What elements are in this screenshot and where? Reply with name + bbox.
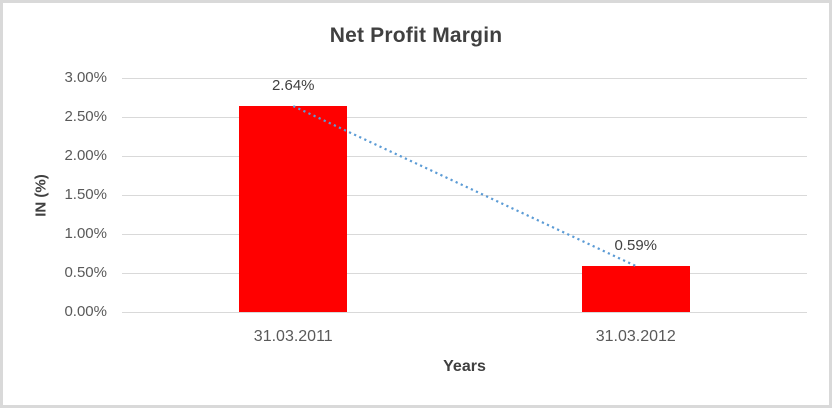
gridline-0.50% [122,273,807,274]
x-axis-title: Years [443,358,486,375]
y-tick-label: 0.00% [64,303,107,320]
linear-trendline[interactable] [292,105,637,267]
y-tick-label: 0.50% [64,264,107,281]
y-tick-label: 2.00% [64,147,107,164]
gridline-1.50% [122,195,807,196]
gridline-2.00% [122,156,807,157]
category-label-31.03.2012: 31.03.2012 [595,328,676,345]
gridline-0.00% [122,312,807,313]
gridline-3.00% [122,78,807,79]
bar-31.03.2012[interactable] [581,265,690,312]
y-tick-label: 3.00% [64,69,107,86]
trendline-layer [292,105,637,267]
category-label-31.03.2011: 31.03.2011 [253,328,333,345]
gridline-2.50% [122,117,807,118]
y-tick-label: 1.00% [64,225,107,242]
plot-area [122,78,807,313]
data-label-31.03.2011: 2.64% [271,77,315,95]
chart-title: Net Profit Margin [329,24,503,47]
y-tick-label: 2.50% [64,108,107,125]
data-label-31.03.2012: 0.59% [614,236,658,254]
bar-31.03.2011[interactable] [239,106,348,312]
y-tick-label: 1.50% [64,186,107,203]
gridline-1.00% [122,234,807,235]
